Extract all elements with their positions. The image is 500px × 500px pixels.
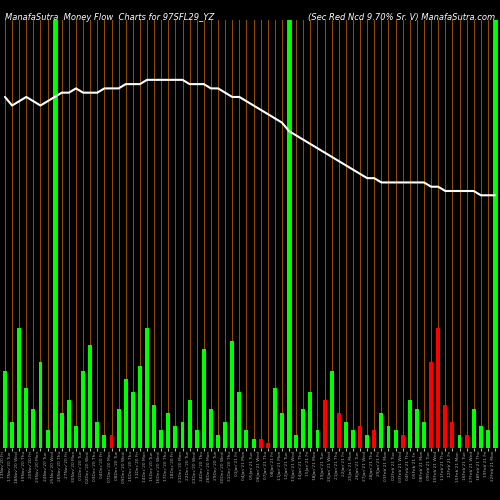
Bar [464,434,468,448]
Bar [223,422,227,448]
Bar [67,400,71,448]
Bar [138,366,142,448]
Bar [322,400,326,448]
Bar [280,414,284,448]
Bar [24,388,28,448]
Bar [365,434,369,448]
Bar [166,414,170,448]
Bar [60,414,64,448]
Bar [429,362,433,448]
Text: ManafaSutra  Money Flow  Charts for 97SFL29_YZ: ManafaSutra Money Flow Charts for 97SFL2… [5,13,214,22]
Bar [380,414,384,448]
Bar [372,430,376,448]
Bar [180,422,184,448]
Bar [152,405,156,448]
Bar [408,400,412,448]
Bar [337,414,340,448]
Bar [252,439,256,448]
Bar [244,430,248,448]
Bar [96,422,100,448]
Bar [145,328,149,448]
Bar [422,422,426,448]
Bar [32,409,36,448]
Bar [436,328,440,448]
Bar [46,430,50,448]
Bar [230,340,234,448]
Bar [124,379,128,448]
Bar [444,405,448,448]
Bar [238,392,242,448]
Text: (Sec Red Ncd 9.70% Sr. V) ManafaSutra.com: (Sec Red Ncd 9.70% Sr. V) ManafaSutra.co… [308,13,495,22]
Bar [38,362,42,448]
Bar [74,426,78,448]
Bar [493,42,497,448]
Bar [202,349,206,448]
Bar [209,409,213,448]
Bar [308,392,312,448]
Bar [116,409,120,448]
Bar [17,328,21,448]
Bar [394,430,398,448]
Bar [266,443,270,448]
Bar [287,42,291,448]
Bar [102,434,106,448]
Bar [188,400,192,448]
Bar [386,426,390,448]
Bar [344,422,348,448]
Bar [294,434,298,448]
Bar [458,434,462,448]
Bar [358,426,362,448]
Bar [174,426,178,448]
Bar [415,409,419,448]
Bar [273,388,277,448]
Bar [450,422,454,448]
Bar [131,392,135,448]
Bar [479,426,483,448]
Bar [88,345,92,448]
Bar [52,42,56,448]
Bar [258,439,262,448]
Bar [330,370,334,448]
Bar [195,430,198,448]
Bar [302,409,305,448]
Bar [160,430,163,448]
Bar [351,430,355,448]
Bar [472,409,476,448]
Bar [486,430,490,448]
Bar [216,434,220,448]
Bar [400,434,404,448]
Bar [3,370,7,448]
Bar [110,434,114,448]
Bar [316,430,320,448]
Bar [81,370,85,448]
Bar [10,422,14,448]
